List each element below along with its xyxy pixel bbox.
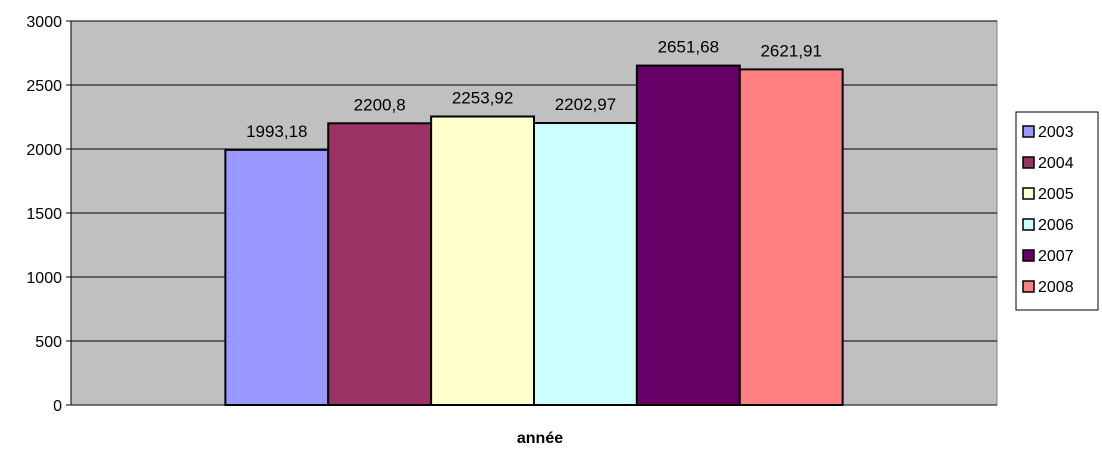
data-label-2006: 2202,97 [555, 95, 616, 114]
legend-label-2005: 2005 [1038, 186, 1074, 203]
bar-2007 [635, 64, 741, 406]
bar-2005 [430, 115, 535, 407]
legend-label-2008: 2008 [1038, 279, 1074, 296]
data-label-2007: 2651,68 [658, 38, 719, 57]
bars [224, 64, 844, 407]
data-label-2004: 2200,8 [354, 95, 406, 114]
legend-swatch-2007 [1022, 249, 1035, 262]
bar-2008 [738, 68, 844, 407]
legend-label-2004: 2004 [1038, 155, 1074, 172]
legend-label-2003: 2003 [1038, 124, 1074, 141]
bar-2003 [224, 148, 330, 406]
y-tick-label: 1500 [26, 206, 62, 223]
legend-swatch-2008 [1022, 280, 1035, 293]
x-axis-title: année [517, 430, 563, 447]
data-label-2005: 2253,92 [452, 88, 513, 107]
y-tick-label: 2000 [26, 142, 62, 159]
legend-swatch-2006 [1022, 218, 1035, 231]
legend-swatch-2005 [1022, 187, 1035, 200]
y-tick-label: 0 [53, 398, 62, 415]
bar-2004 [327, 122, 433, 406]
legend: 2003 2004 2005 2006 2007 2008 [1015, 111, 1099, 311]
y-axis: 0 500 1000 1500 2000 2500 3000 [26, 14, 997, 415]
y-tick-label: 2500 [26, 78, 62, 95]
y-tick-label: 1000 [26, 270, 62, 287]
legend-label-2007: 2007 [1038, 248, 1074, 265]
data-labels: 1993,18 2200,8 2253,92 2202,97 2651,68 2621,9… [246, 38, 822, 141]
data-label-2008: 2621,91 [760, 41, 821, 60]
data-label-2003: 1993,18 [246, 122, 307, 141]
legend-label-2006: 2006 [1038, 217, 1074, 234]
y-tick-label: 500 [35, 334, 62, 351]
y-tick-label: 3000 [26, 14, 62, 31]
legend-swatch-2004 [1022, 156, 1035, 169]
legend-swatch-2003 [1022, 125, 1035, 138]
bar-2006 [533, 122, 638, 406]
legend-box [1015, 111, 1099, 311]
